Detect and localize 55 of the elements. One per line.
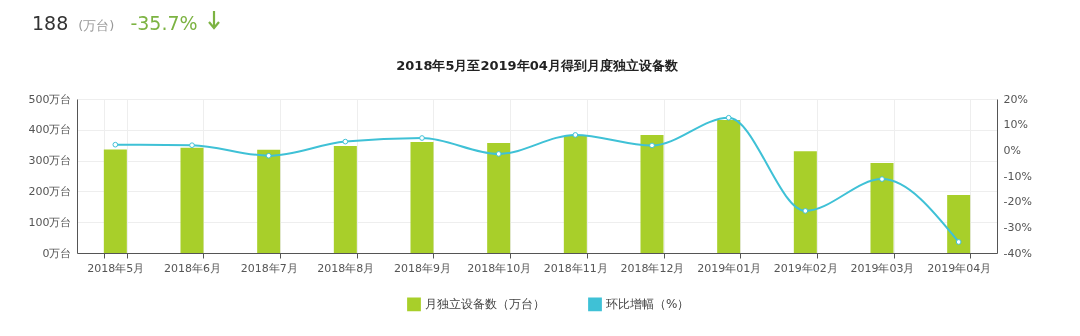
x-tick-label: 2018年8月 <box>317 261 375 275</box>
text: (万台) <box>78 17 115 35</box>
y2-tick-label: -20% <box>1003 195 1032 209</box>
bar <box>333 146 357 253</box>
point <box>189 142 195 149</box>
bar <box>640 135 664 253</box>
point <box>955 239 962 245</box>
x-tick-label: 2018年11月 <box>543 261 608 275</box>
point <box>649 142 655 149</box>
x-tick-label: 2018年9月 <box>394 261 451 275</box>
bar <box>410 142 434 253</box>
y2-tick-label: -40% <box>1003 246 1032 260</box>
point <box>419 135 425 141</box>
y2-tick-label: 10% <box>1003 118 1028 132</box>
y-tick-label: 200万台 <box>28 184 72 198</box>
bar <box>947 195 971 253</box>
text: -35.7% <box>130 12 198 34</box>
point <box>112 141 119 148</box>
x-tick-label: 2018年6月 <box>164 261 221 275</box>
point <box>802 208 809 214</box>
y-tick-label: 0万台 <box>42 246 72 260</box>
y2-tick-label: -30% <box>1003 220 1032 234</box>
text: 188 <box>32 12 69 34</box>
legend-label: 月独立设备数（万台） <box>425 297 545 312</box>
point <box>725 114 732 121</box>
bar <box>257 149 281 253</box>
x-tick-label: 2018年10月 <box>467 261 532 275</box>
x-tick-label: 2019年03月 <box>850 261 915 275</box>
x-tick-label: 2018年12月 <box>620 261 685 275</box>
y2-tick-label: 20% <box>1003 92 1028 106</box>
x-tick-label: 2018年7月 <box>240 261 298 275</box>
bar <box>717 119 741 253</box>
y-tick-label: 300万台 <box>28 154 72 168</box>
bar <box>793 151 817 253</box>
legend-label: 环比增幅（%） <box>606 297 690 312</box>
point <box>342 138 349 145</box>
y-tick-label: 100万台 <box>28 215 72 229</box>
y2-tick-label: 0% <box>1003 143 1021 157</box>
point <box>265 152 272 159</box>
x-tick-label: 2018年5月 <box>87 261 145 275</box>
bar <box>487 143 511 253</box>
point <box>879 176 885 182</box>
bar <box>563 135 587 253</box>
y2-tick-label: -10% <box>1003 169 1032 183</box>
chart-title: 2018年5月至2019年04月得到月度独立设备数 <box>396 58 679 73</box>
point <box>572 132 579 138</box>
bar <box>870 163 894 253</box>
x-tick-label: 2019年02月 <box>773 261 838 275</box>
bar <box>180 147 204 253</box>
y-tick-label: 500万台 <box>28 92 72 106</box>
bar <box>103 149 127 253</box>
y-tick-label: 400万台 <box>28 123 72 137</box>
x-tick-label: 2019年04月 <box>927 261 992 275</box>
x-tick-label: 2019年01月 <box>697 261 762 275</box>
point <box>495 151 502 157</box>
